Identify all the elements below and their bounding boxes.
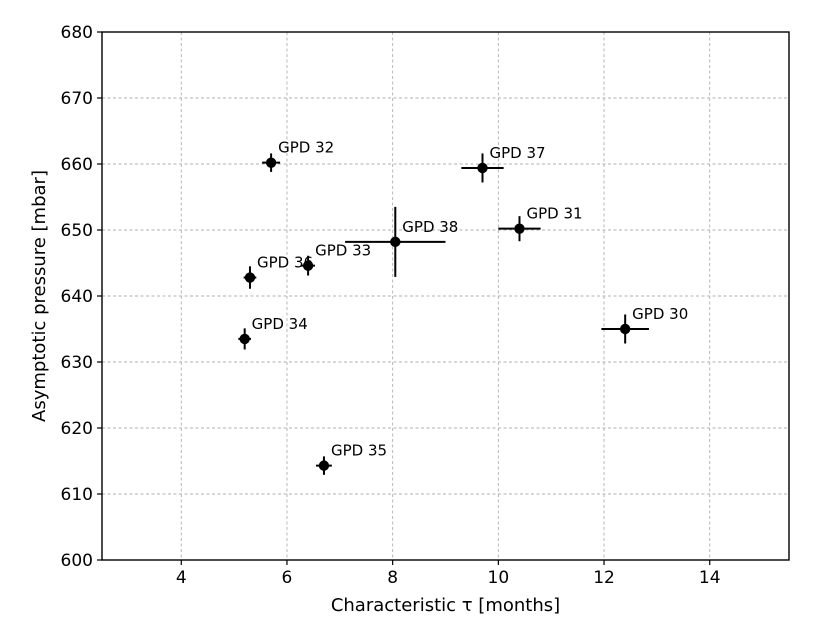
data-point <box>265 157 277 168</box>
axis-ticks: 4 6 8 10 12 14 600 610 620 630 640 650 660 670 680 <box>61 23 721 588</box>
point-label: GPD 35 <box>331 442 387 460</box>
y-tick-label: 680 <box>61 23 93 43</box>
data-point <box>619 323 631 335</box>
data-point <box>318 460 330 471</box>
data-points <box>239 157 631 471</box>
y-axis-label: Asymptotic pressure [mbar] <box>29 170 50 422</box>
plot-frame <box>101 31 790 561</box>
y-tick-label: 660 <box>61 155 93 175</box>
point-label: GPD 33 <box>315 242 371 260</box>
x-tick-label: 12 <box>593 568 615 588</box>
point-label: GPD 31 <box>526 205 582 223</box>
x-tick-label: 10 <box>488 568 510 588</box>
point-label: GPD 32 <box>278 139 334 157</box>
x-tick-label: 8 <box>387 568 398 588</box>
x-tick-label: 14 <box>699 568 721 588</box>
data-point <box>390 236 401 248</box>
point-label: GPD 30 <box>632 305 688 323</box>
y-tick-label: 640 <box>61 287 93 307</box>
data-point <box>302 260 314 271</box>
y-tick-label: 670 <box>61 89 93 109</box>
y-tick-label: 650 <box>61 221 93 241</box>
data-point <box>514 223 525 234</box>
y-tick-label: 620 <box>61 419 93 439</box>
x-tick-label: 4 <box>176 568 187 588</box>
data-point <box>239 333 250 345</box>
grid-lines <box>102 31 789 561</box>
y-tick-label: 630 <box>61 353 93 373</box>
point-label: GPD 38 <box>402 218 458 236</box>
data-point <box>244 272 256 283</box>
point-label: GPD 37 <box>489 144 545 162</box>
point-label: GPD 34 <box>252 315 308 333</box>
x-axis-label: Characteristic τ [months] <box>331 595 560 616</box>
x-tick-label: 6 <box>282 568 293 588</box>
y-tick-label: 610 <box>61 485 93 505</box>
y-tick-label: 600 <box>61 551 93 571</box>
point-label: GPD 36 <box>257 254 313 272</box>
data-point <box>477 162 488 174</box>
